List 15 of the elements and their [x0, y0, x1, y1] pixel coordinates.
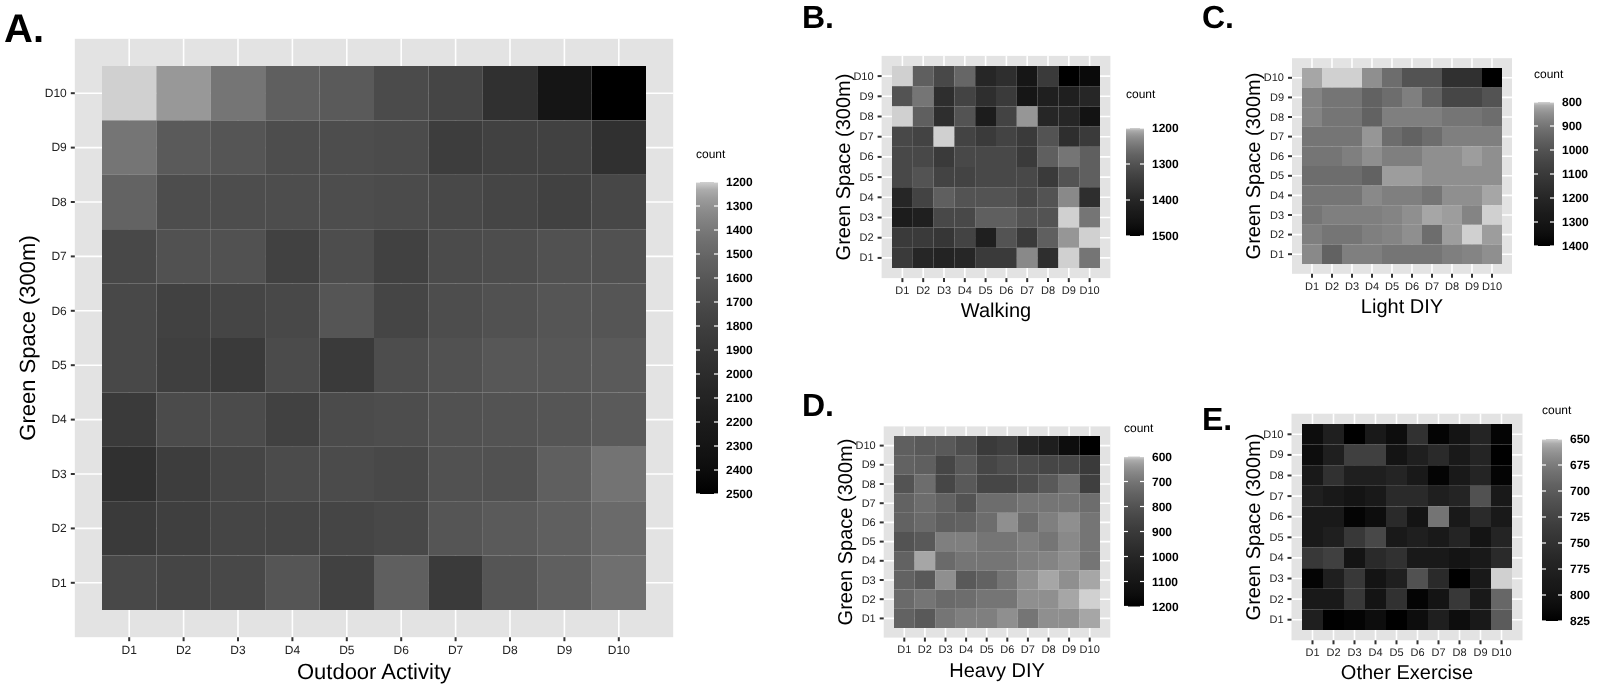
y-axis-title: Green Space (300m) [833, 73, 856, 261]
chart-title: A. [4, 8, 44, 52]
y-axis-title: Green Space (300m) [16, 235, 41, 441]
x-axis-title: Light DIY [1360, 296, 1444, 319]
y-axis-title: Green Space (300m) [1243, 433, 1266, 621]
x-axis-title: Walking [960, 301, 1032, 324]
y-axis-title: Green Space (300m) [1244, 72, 1266, 260]
x-axis-title: Heavy DIY [949, 660, 1046, 683]
chart-title: B. [802, 2, 834, 36]
chart-title: C. [1202, 2, 1234, 36]
x-axis-title: Outdoor Activity [296, 661, 453, 686]
chart-title: E. [1202, 404, 1233, 438]
y-axis-title: Green Space (300m) [835, 438, 858, 626]
chart-title: D. [802, 390, 834, 424]
x-axis-title: Other Exercise [1340, 663, 1474, 686]
